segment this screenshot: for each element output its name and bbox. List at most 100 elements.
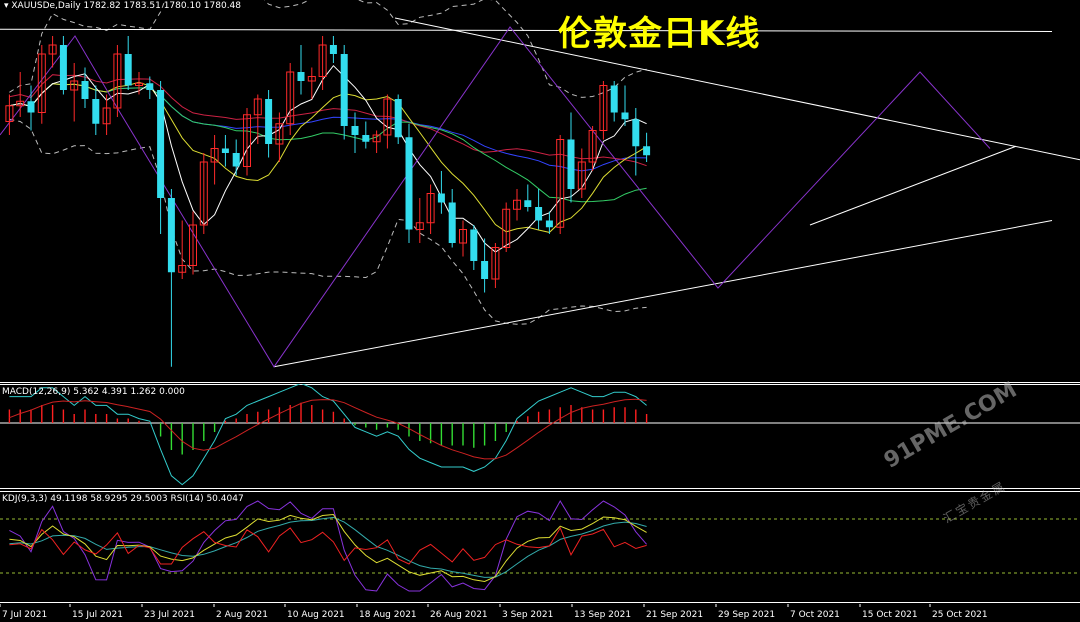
- macd-signal-line: [9, 398, 647, 460]
- time-axis-label: 7 Jul 2021: [2, 610, 47, 620]
- time-axis-label: 29 Sep 2021: [718, 610, 775, 620]
- candle-body-up: [383, 98, 392, 136]
- candle-body-up: [102, 107, 111, 125]
- zigzag-line: [0, 26, 991, 368]
- candle-body-up: [556, 139, 565, 228]
- kdj-d-line: [9, 516, 647, 578]
- candle-body-down: [524, 200, 532, 207]
- candle-body-down: [405, 137, 413, 230]
- kdj-k-line: [9, 513, 647, 583]
- candle-body-down: [545, 220, 553, 228]
- candle-body-down: [124, 54, 132, 86]
- candle-body-up: [48, 44, 57, 55]
- ma-mid-line: [9, 81, 647, 233]
- ma-long-line: [9, 83, 647, 203]
- candle-body-down: [27, 101, 35, 113]
- candle-body-up: [5, 105, 14, 122]
- symbol-header: ▾ XAUUSDe,Daily 1782.82 1783.51 1780.10 …: [4, 1, 242, 11]
- time-axis: 7 Jul 2021 15 Jul 2021 23 Jul 2021 2 Aug 20…: [0, 604, 1080, 622]
- candle-body-down: [394, 99, 402, 138]
- candle-body-down: [146, 83, 154, 90]
- time-axis-label: 10 Aug 2021: [287, 610, 345, 620]
- candle-body-down: [157, 90, 165, 198]
- kdj-label: KDJ(9,3,3) 49.1198 58.9295 29.5003 RSI(1…: [2, 494, 244, 504]
- candle-body-down: [340, 54, 348, 126]
- candle-body-down: [265, 99, 273, 144]
- candle-body-up: [459, 229, 467, 244]
- candle-body-down: [232, 153, 240, 167]
- price-pane[interactable]: ▾ XAUUSDe,Daily 1782.82 1783.51 1780.10 …: [0, 0, 1080, 383]
- trend-line-support: [273, 220, 1053, 368]
- candle-body-up: [415, 222, 424, 230]
- price-chart[interactable]: [0, 0, 1080, 383]
- trend-line-channel: [809, 145, 1017, 226]
- candle-body-up: [372, 134, 381, 143]
- time-axis-label: 15 Jul 2021: [72, 610, 123, 620]
- candle-body-up: [189, 224, 197, 266]
- time-axis-label: 18 Aug 2021: [359, 610, 417, 620]
- candle-body-up: [253, 98, 262, 116]
- candle-body-up: [199, 161, 208, 226]
- candle-body-up: [502, 208, 511, 248]
- ma-red-line: [9, 74, 647, 167]
- candle-body-up: [210, 148, 219, 163]
- candle-body-down: [610, 85, 618, 113]
- time-axis-label: 7 Oct 2021: [790, 610, 840, 620]
- candle-body-up: [135, 82, 143, 86]
- candle-body-down: [643, 146, 651, 156]
- kdj-pane[interactable]: KDJ(9,3,3) 49.1198 58.9295 29.5003 RSI(1…: [0, 491, 1080, 603]
- time-axis-label: 23 Jul 2021: [144, 610, 195, 620]
- macd-chart[interactable]: [0, 384, 1080, 489]
- candle-body-down: [221, 148, 229, 153]
- time-axis-label: 3 Sep 2021: [502, 610, 553, 620]
- candle-body-up: [37, 53, 46, 113]
- candle-body-up: [16, 100, 25, 107]
- time-axis-label: 21 Sep 2021: [646, 610, 703, 620]
- candle-body-up: [113, 53, 122, 109]
- time-axis-label: 26 Aug 2021: [430, 610, 488, 620]
- candle-body-down: [481, 261, 489, 279]
- candle-body-up: [243, 114, 251, 167]
- bollinger-upper: [9, 0, 647, 98]
- time-axis-label: 15 Oct 2021: [862, 610, 918, 620]
- time-axis-label: 25 Oct 2021: [932, 610, 988, 620]
- chart-title: 伦敦金日K线: [558, 14, 761, 54]
- candle-body-down: [297, 72, 305, 81]
- candle-body-down: [167, 198, 175, 273]
- rsi-line: [9, 526, 647, 565]
- candle-body-up: [286, 71, 295, 125]
- candle-body-up: [318, 44, 327, 77]
- candle-body-down: [81, 81, 89, 99]
- candle-body-up: [178, 265, 187, 273]
- macd-line: [9, 384, 647, 486]
- candle-body-down: [329, 45, 337, 54]
- candle-body-up: [588, 130, 597, 163]
- candle-body-up: [513, 199, 521, 210]
- macd-label: MACD(12,26,9) 5.362 4.391 1.262 0.000: [2, 387, 185, 397]
- macd-pane[interactable]: MACD(12,26,9) 5.362 4.391 1.262 0.000: [0, 384, 1080, 489]
- time-axis-label: 2 Aug 2021: [216, 610, 268, 620]
- candle-body-up: [599, 85, 608, 131]
- candle-body-down: [470, 229, 478, 261]
- candle-body-down: [567, 139, 575, 189]
- candle-body-down: [351, 126, 359, 135]
- candle-body-down: [59, 45, 67, 90]
- candle-body-down: [448, 202, 456, 243]
- candle-body-up: [275, 123, 284, 145]
- kdj-j-line: [9, 500, 647, 592]
- candle-body-down: [362, 135, 370, 142]
- candle-body-down: [535, 207, 543, 221]
- trend-line-descending: [394, 17, 1080, 161]
- candle-body-up: [426, 193, 435, 224]
- kdj-chart[interactable]: [0, 491, 1080, 603]
- candle-body-down: [621, 112, 629, 120]
- time-axis-label: 13 Sep 2021: [574, 610, 631, 620]
- trend-line-top: [0, 28, 1053, 32]
- candle-body-down: [437, 193, 445, 203]
- candle-body-up: [307, 76, 316, 82]
- ma-blue-line: [9, 83, 647, 172]
- candle-body-down: [92, 99, 100, 124]
- candle-body-up: [491, 247, 500, 280]
- time-axis-svg: 7 Jul 2021 15 Jul 2021 23 Jul 2021 2 Aug 20…: [0, 604, 988, 620]
- candle-body-up: [577, 161, 586, 190]
